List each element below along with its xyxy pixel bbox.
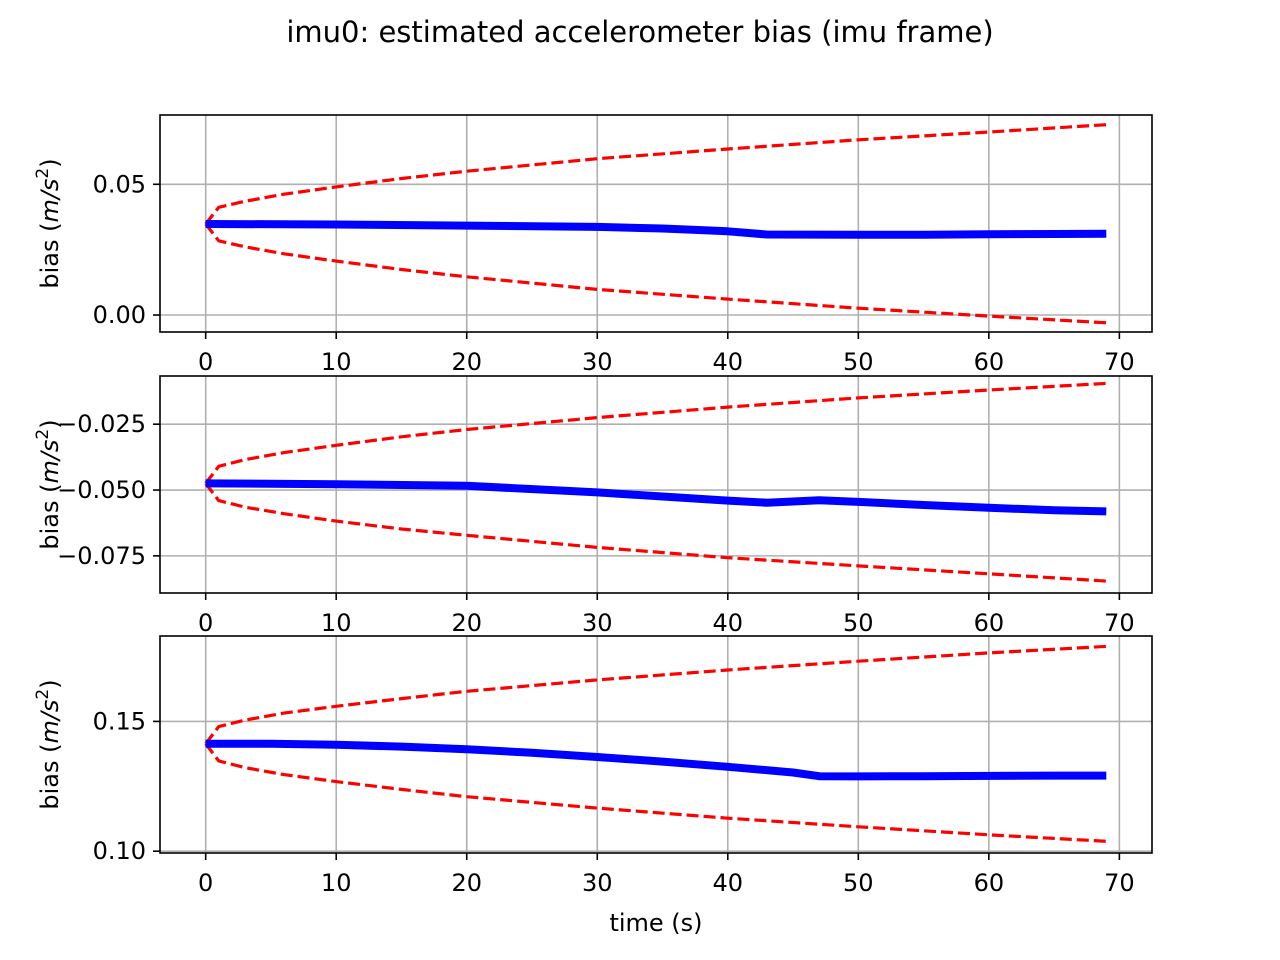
axes-frame <box>159 375 1153 594</box>
series-estimate-line <box>205 739 1107 781</box>
x-tick-label: 70 <box>1104 609 1135 637</box>
series-upper-bound-line <box>204 381 1107 485</box>
subplot-1: 0 10 20 30 40 50 60 70 0.00 0.05 bias (m/s2) <box>33 114 1153 376</box>
x-tick-label: 10 <box>321 869 352 897</box>
y-tick-label: −0.050 <box>57 476 146 504</box>
x-tick-label: 50 <box>843 609 874 637</box>
y-tick-label: 0.15 <box>93 707 146 735</box>
y-axis-label: bias (m/s2) <box>33 158 64 288</box>
x-tick-label: 0 <box>198 609 213 637</box>
x-tick-label: 60 <box>974 348 1005 376</box>
y-tick-label: −0.075 <box>57 542 146 570</box>
x-tick-label: 10 <box>321 609 352 637</box>
x-tick-label: 40 <box>713 869 744 897</box>
axes-frame <box>159 635 1153 854</box>
series-lower-bound-line <box>204 742 1107 843</box>
x-tick-label: 40 <box>713 609 744 637</box>
x-tick-label: 0 <box>198 869 213 897</box>
series-estimate-line <box>205 479 1107 516</box>
series-upper-bound-line <box>204 123 1107 225</box>
x-tick-label: 70 <box>1104 348 1135 376</box>
y-tick-label: 0.10 <box>93 837 146 865</box>
x-tick-label: 30 <box>582 869 613 897</box>
x-tick-label: 20 <box>451 348 482 376</box>
subplots: 0 10 20 30 40 50 60 70 0.00 0.05 bias (m/s2) 0 10 20 3… <box>33 114 1153 937</box>
x-tick-label: 30 <box>582 348 613 376</box>
subplot-3: 0 10 20 30 40 50 60 70 0.10 0.15 bias (m/s2) time (… <box>33 635 1153 937</box>
series-upper-bound-line <box>204 644 1107 745</box>
series-estimate-line <box>205 220 1107 239</box>
x-tick-label: 20 <box>451 609 482 637</box>
x-tick-label: 40 <box>713 348 744 376</box>
y-tick-label: −0.025 <box>57 410 146 438</box>
y-tick-label: 0.00 <box>93 301 146 329</box>
axes-frame <box>159 114 1153 333</box>
y-axis-label: bias (m/s2) <box>33 419 64 549</box>
y-axis-label: bias (m/s2) <box>33 679 64 809</box>
x-tick-label: 60 <box>974 869 1005 897</box>
x-tick-label: 70 <box>1104 869 1135 897</box>
x-tick-label: 20 <box>451 869 482 897</box>
series-lower-bound-line <box>204 223 1107 325</box>
x-tick-label: 10 <box>321 348 352 376</box>
x-tick-label: 50 <box>843 869 874 897</box>
x-tick-label: 60 <box>974 609 1005 637</box>
x-tick-label: 0 <box>198 348 213 376</box>
y-tick-label: 0.05 <box>93 170 146 198</box>
x-axis-label: time (s) <box>609 909 702 937</box>
x-tick-label: 30 <box>582 609 613 637</box>
x-tick-label: 50 <box>843 348 874 376</box>
figure-title: imu0: estimated accelerometer bias (imu … <box>286 15 993 49</box>
series-lower-bound-line <box>204 482 1107 583</box>
